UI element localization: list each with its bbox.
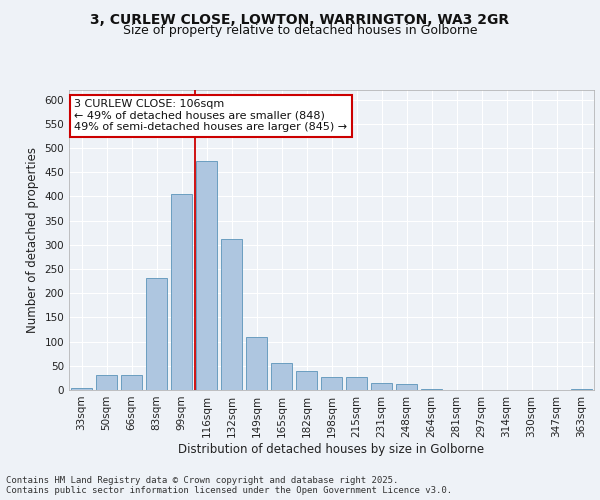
Text: Size of property relative to detached houses in Golborne: Size of property relative to detached ho… xyxy=(123,24,477,37)
Bar xyxy=(246,337,267,390)
Bar xyxy=(271,364,292,390)
Bar xyxy=(421,388,442,390)
Bar xyxy=(321,377,342,390)
Bar xyxy=(371,382,392,390)
Bar xyxy=(221,239,242,390)
Bar xyxy=(346,377,367,390)
Y-axis label: Number of detached properties: Number of detached properties xyxy=(26,147,39,333)
Text: 3, CURLEW CLOSE, LOWTON, WARRINGTON, WA3 2GR: 3, CURLEW CLOSE, LOWTON, WARRINGTON, WA3… xyxy=(91,12,509,26)
Bar xyxy=(571,388,592,390)
X-axis label: Distribution of detached houses by size in Golborne: Distribution of detached houses by size … xyxy=(178,442,485,456)
Text: Contains HM Land Registry data © Crown copyright and database right 2025.: Contains HM Land Registry data © Crown c… xyxy=(6,476,398,485)
Bar xyxy=(396,384,417,390)
Bar xyxy=(71,388,92,390)
Bar xyxy=(171,194,192,390)
Bar xyxy=(96,376,117,390)
Text: 3 CURLEW CLOSE: 106sqm
← 49% of detached houses are smaller (848)
49% of semi-de: 3 CURLEW CLOSE: 106sqm ← 49% of detached… xyxy=(74,99,347,132)
Bar xyxy=(121,376,142,390)
Bar xyxy=(296,370,317,390)
Bar xyxy=(146,278,167,390)
Bar xyxy=(196,161,217,390)
Text: Contains public sector information licensed under the Open Government Licence v3: Contains public sector information licen… xyxy=(6,486,452,495)
